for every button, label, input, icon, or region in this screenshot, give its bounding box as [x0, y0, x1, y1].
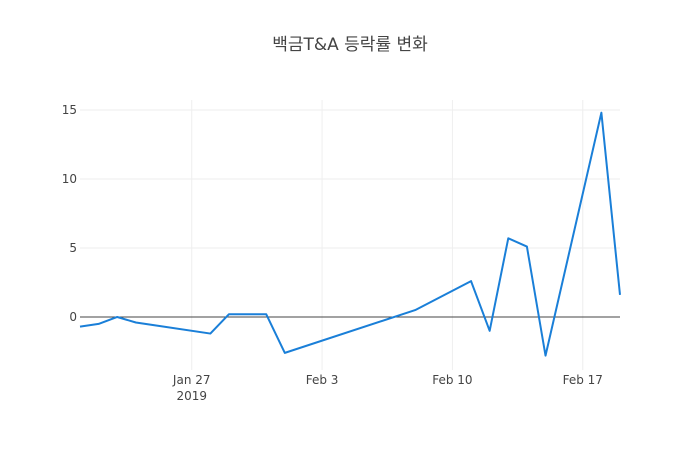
y-tick-label: 15 — [62, 103, 77, 117]
y-tick-label: 5 — [69, 241, 77, 255]
y-tick-label: 0 — [69, 310, 77, 324]
x-tick-label: Feb 17 — [563, 373, 603, 387]
chart-title: 백금T&A 등락률 변화 — [272, 35, 428, 55]
x-tick-label: Feb 10 — [432, 373, 472, 387]
y-tick-label: 10 — [62, 172, 77, 186]
x-tick-label: Jan 27 2019 — [172, 373, 211, 403]
x-tick-label: Feb 3 — [306, 373, 339, 387]
line-series — [79, 111, 621, 357]
